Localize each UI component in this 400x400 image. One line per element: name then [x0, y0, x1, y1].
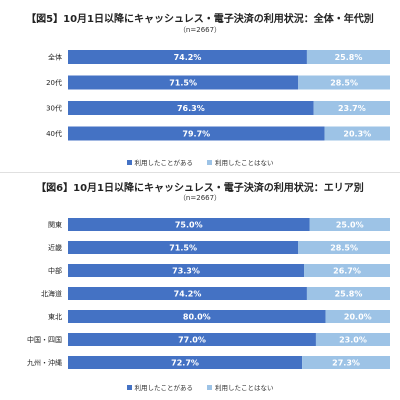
chart1-bar-used — [68, 75, 299, 90]
chart1-value-label-used: 79.7% — [182, 130, 210, 139]
chart1-sample-size: （n=2667） — [178, 26, 222, 34]
chart2-bar-not-used — [298, 241, 390, 254]
chart2-bar-used — [68, 218, 310, 231]
chart2-bar-not-used — [302, 356, 390, 369]
chart1-bar-used — [68, 126, 325, 141]
chart2-category-label: 近畿 — [48, 243, 62, 252]
chart2-bar-used — [68, 310, 326, 323]
chart2-bar-not-used — [325, 310, 390, 323]
chart2-value-label-not-used: 25.8% — [335, 290, 363, 299]
chart2-bar-used — [68, 287, 307, 300]
chart2-category-label: 北海道 — [41, 289, 62, 298]
chart2-value-label-not-used: 26.7% — [333, 267, 361, 276]
chart2-value-label-not-used: 23.0% — [339, 336, 367, 345]
chart1-bar-used — [68, 50, 307, 64]
chart2-value-label-not-used: 27.3% — [332, 359, 360, 368]
chart2-bar-not-used — [315, 333, 390, 346]
chart2-value-label-used: 77.0% — [178, 336, 206, 345]
chart1-legend-not-used-label: 利用したことはない — [215, 159, 274, 167]
chart2-value-label-not-used: 25.0% — [336, 221, 364, 230]
chart1-title: 【図5】10月1日以降にキャッシュレス・電子決済の利用状況：全体・年代別 — [26, 14, 374, 25]
chart1-legend-not-used: 利用したことはない — [207, 157, 274, 167]
chart2-value-label-used: 75.0% — [175, 221, 203, 230]
chart2-value-label-used: 74.2% — [174, 290, 202, 299]
chart2-value-label-used: 80.0% — [183, 313, 211, 322]
chart1-value-label-used: 71.5% — [169, 79, 197, 88]
chart1-bar-used — [68, 101, 314, 115]
chart2-legend-not-used-label: 利用したことはない — [215, 384, 274, 392]
chart2-bar-used — [68, 264, 305, 277]
chart1-legend: 利用したことがある 利用したことはない — [0, 157, 400, 167]
chart2-value-label-used: 71.5% — [169, 244, 197, 253]
chart2-legend-not-used: 利用したことはない — [207, 382, 274, 392]
chart2-category-label: 東北 — [48, 312, 62, 321]
chart1-bar-not-used — [313, 101, 390, 115]
chart1-svg: 全体 74.2% 25.8% 20代 71.5% 28.5% 30代 76.3% 23.7% 40… — [46, 50, 390, 141]
chart1-legend-used-label: 利用したことがある — [134, 159, 194, 167]
chart2-bar-used — [68, 333, 316, 346]
chart2-category-label: 中国・四国 — [27, 335, 62, 344]
chart1-legend-used: 利用したことがある — [126, 157, 194, 167]
chart1-value-label-not-used: 23.7% — [338, 104, 366, 113]
chart2-legend-used: 利用したことがある — [126, 382, 194, 392]
chart2-bar-not-used — [306, 287, 390, 300]
chart1-category-label: 30代 — [46, 104, 62, 113]
chart1-category-label: 20代 — [46, 78, 62, 87]
chart1-bar-not-used — [306, 50, 390, 64]
chart2-title: 【図6】10月1日以降にキャッシュレス・電子決済の利用状況：エリア別 — [36, 183, 364, 194]
chart2-bar-used — [68, 356, 303, 369]
chart2-value-label-used: 73.3% — [172, 267, 200, 276]
chart2-category-label: 関東 — [48, 220, 62, 229]
legend-swatch-used — [126, 159, 132, 165]
chart2-legend: 利用したことがある 利用したことはない — [0, 382, 400, 392]
chart1-value-label-not-used: 20.3% — [343, 130, 371, 139]
chart1-bar-not-used — [298, 75, 390, 90]
chart1-value-label-used: 76.3% — [177, 104, 205, 113]
chart2-bar-not-used — [304, 264, 390, 277]
chart2-bar-not-used — [309, 218, 390, 231]
chart1-value-label-used: 74.2% — [174, 53, 202, 62]
legend-swatch-not-used — [207, 159, 212, 165]
chart1-category-label: 全体 — [48, 53, 62, 62]
chart2-value-label-not-used: 28.5% — [330, 244, 358, 253]
chart2-category-label: 九州・沖縄 — [27, 358, 62, 367]
chart2-bar-used — [68, 241, 299, 254]
legend-swatch-used — [126, 384, 132, 390]
chart1-value-label-not-used: 28.5% — [330, 79, 358, 88]
chart2-sample-size: （n=2667） — [178, 194, 222, 202]
chart2-legend-used-label: 利用したことがある — [134, 384, 194, 392]
chart2-value-label-used: 72.7% — [171, 359, 199, 368]
chart2-category-label: 中部 — [48, 266, 62, 275]
chart1-value-label-not-used: 25.8% — [335, 53, 363, 62]
chart2-value-label-not-used: 20.0% — [344, 313, 372, 322]
legend-swatch-not-used — [207, 384, 212, 390]
chart1-bar-not-used — [324, 126, 390, 141]
section-divider — [0, 172, 400, 173]
chart1-category-label: 40代 — [46, 129, 62, 138]
